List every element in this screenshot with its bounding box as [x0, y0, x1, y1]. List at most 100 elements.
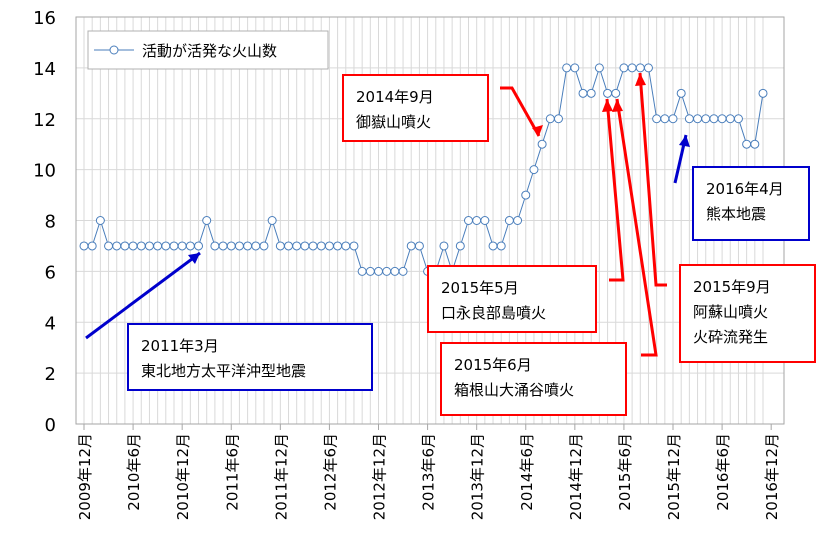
data-point: [300, 241, 310, 251]
data-point: [390, 266, 400, 276]
annotation-tohoku-date: 2011年3月: [141, 337, 219, 355]
data-point: [406, 241, 416, 251]
data-point: [79, 241, 89, 251]
data-point: [660, 114, 670, 124]
data-point: [513, 216, 523, 225]
annotation-kumamoto-event: 熊本地震: [706, 205, 767, 223]
data-point: [504, 216, 514, 225]
data-point: [562, 63, 572, 73]
x-tick-label: 2011年12月: [272, 433, 290, 520]
data-point: [553, 114, 563, 124]
annotation-kumamoto-date: 2016年4月: [706, 180, 784, 198]
arrowhead-kuchinoerabu: [602, 99, 613, 112]
annotation-hakone-event: 箱根山大涌谷噴火: [454, 381, 575, 399]
legend: 活動が活発な火山数: [87, 30, 329, 70]
x-tick-label: 2010年12月: [174, 433, 192, 520]
data-point: [382, 266, 392, 276]
data-point: [578, 88, 588, 98]
data-point: [693, 114, 703, 124]
data-point: [365, 266, 375, 276]
data-point: [292, 241, 302, 251]
x-tick-label: 2013年6月: [420, 433, 438, 511]
data-point: [750, 139, 760, 149]
x-tick-label: 2012年12月: [371, 433, 389, 520]
data-point: [194, 241, 204, 251]
data-point: [439, 241, 449, 251]
data-point: [349, 241, 359, 251]
annotation-kuchinoerabu-date: 2015年5月: [441, 279, 519, 297]
annotation-tohoku-event: 東北地方太平洋沖型地震: [141, 362, 307, 380]
y-tick-label: 16: [33, 8, 56, 29]
data-point: [594, 63, 604, 73]
data-point: [570, 63, 580, 73]
data-point: [128, 241, 138, 251]
data-point: [357, 266, 367, 276]
x-tick-label: 2009年12月: [76, 433, 94, 520]
data-point: [333, 241, 343, 251]
data-point: [112, 241, 122, 251]
data-point: [709, 114, 719, 124]
data-point: [742, 139, 752, 149]
data-point: [120, 241, 130, 251]
y-tick-label: 10: [33, 161, 56, 182]
data-point: [521, 190, 531, 200]
y-tick-label: 2: [45, 364, 56, 385]
data-point: [701, 114, 711, 124]
arrowhead-kumamoto: [679, 135, 690, 147]
arrowhead-ontake: [532, 125, 543, 136]
data-point: [733, 114, 743, 124]
legend-marker: [109, 45, 119, 55]
data-point: [218, 241, 228, 251]
annotation-ontake-date: 2014年9月: [356, 88, 434, 106]
data-point: [185, 241, 195, 251]
annotation-aso: 2015年9月 阿蘇山噴火 火砕流発生: [679, 264, 816, 363]
arrowhead-tohoku: [188, 253, 200, 264]
arrowhead-aso: [635, 73, 646, 86]
annotation-hakone: 2015年6月 箱根山大涌谷噴火: [440, 342, 627, 416]
x-tick-label: 2014年6月: [518, 433, 536, 511]
data-point: [316, 241, 326, 251]
data-point: [717, 114, 727, 124]
data-point: [455, 241, 465, 251]
data-point: [635, 63, 645, 73]
data-point: [488, 241, 498, 251]
arrow-hakone: [615, 98, 658, 357]
data-point: [226, 241, 236, 251]
data-point: [374, 266, 384, 276]
data-point: [684, 114, 694, 124]
y-tick-label: 6: [45, 262, 56, 283]
data-point: [627, 63, 637, 73]
data-point: [398, 266, 408, 276]
data-point: [586, 88, 596, 98]
data-point: [611, 88, 621, 98]
data-point: [652, 114, 662, 124]
annotation-aso-event: 阿蘇山噴火: [693, 303, 769, 321]
data-point: [758, 88, 768, 98]
data-point: [545, 114, 555, 124]
data-point: [676, 88, 686, 98]
annotation-kumamoto: 2016年4月 熊本地震: [692, 166, 810, 241]
x-tick-label: 2012年6月: [321, 433, 339, 511]
arrow-tohoku: [85, 251, 201, 340]
annotation-ontake-event: 御嶽山噴火: [356, 113, 432, 131]
data-point: [202, 216, 212, 225]
data-point: [308, 241, 318, 251]
annotation-kuchinoerabu: 2015年5月 口永良部島噴火: [427, 265, 597, 333]
data-point: [341, 241, 351, 251]
arrow-aso: [638, 72, 667, 287]
legend-label: 活動が活発な火山数: [142, 42, 277, 60]
y-tick-label: 14: [33, 59, 56, 80]
arrowhead-hakone: [612, 99, 623, 112]
y-axis-ticks: 0 2 4 6 8 10 12 14 16: [33, 8, 56, 436]
data-point: [324, 241, 334, 251]
x-tick-label: 2011年6月: [223, 433, 241, 511]
data-point: [643, 63, 653, 73]
annotation-hakone-date: 2015年6月: [454, 356, 532, 374]
data-point: [619, 63, 629, 73]
x-tick-label: 2014年12月: [567, 433, 585, 520]
data-point: [87, 241, 97, 251]
data-point: [537, 139, 547, 149]
x-axis-ticks: 2009年12月 2010年6月 2010年12月 2011年6月 2011年12月 20…: [76, 424, 781, 520]
data-point: [472, 216, 482, 225]
x-tick-label: 2010年6月: [125, 433, 143, 511]
